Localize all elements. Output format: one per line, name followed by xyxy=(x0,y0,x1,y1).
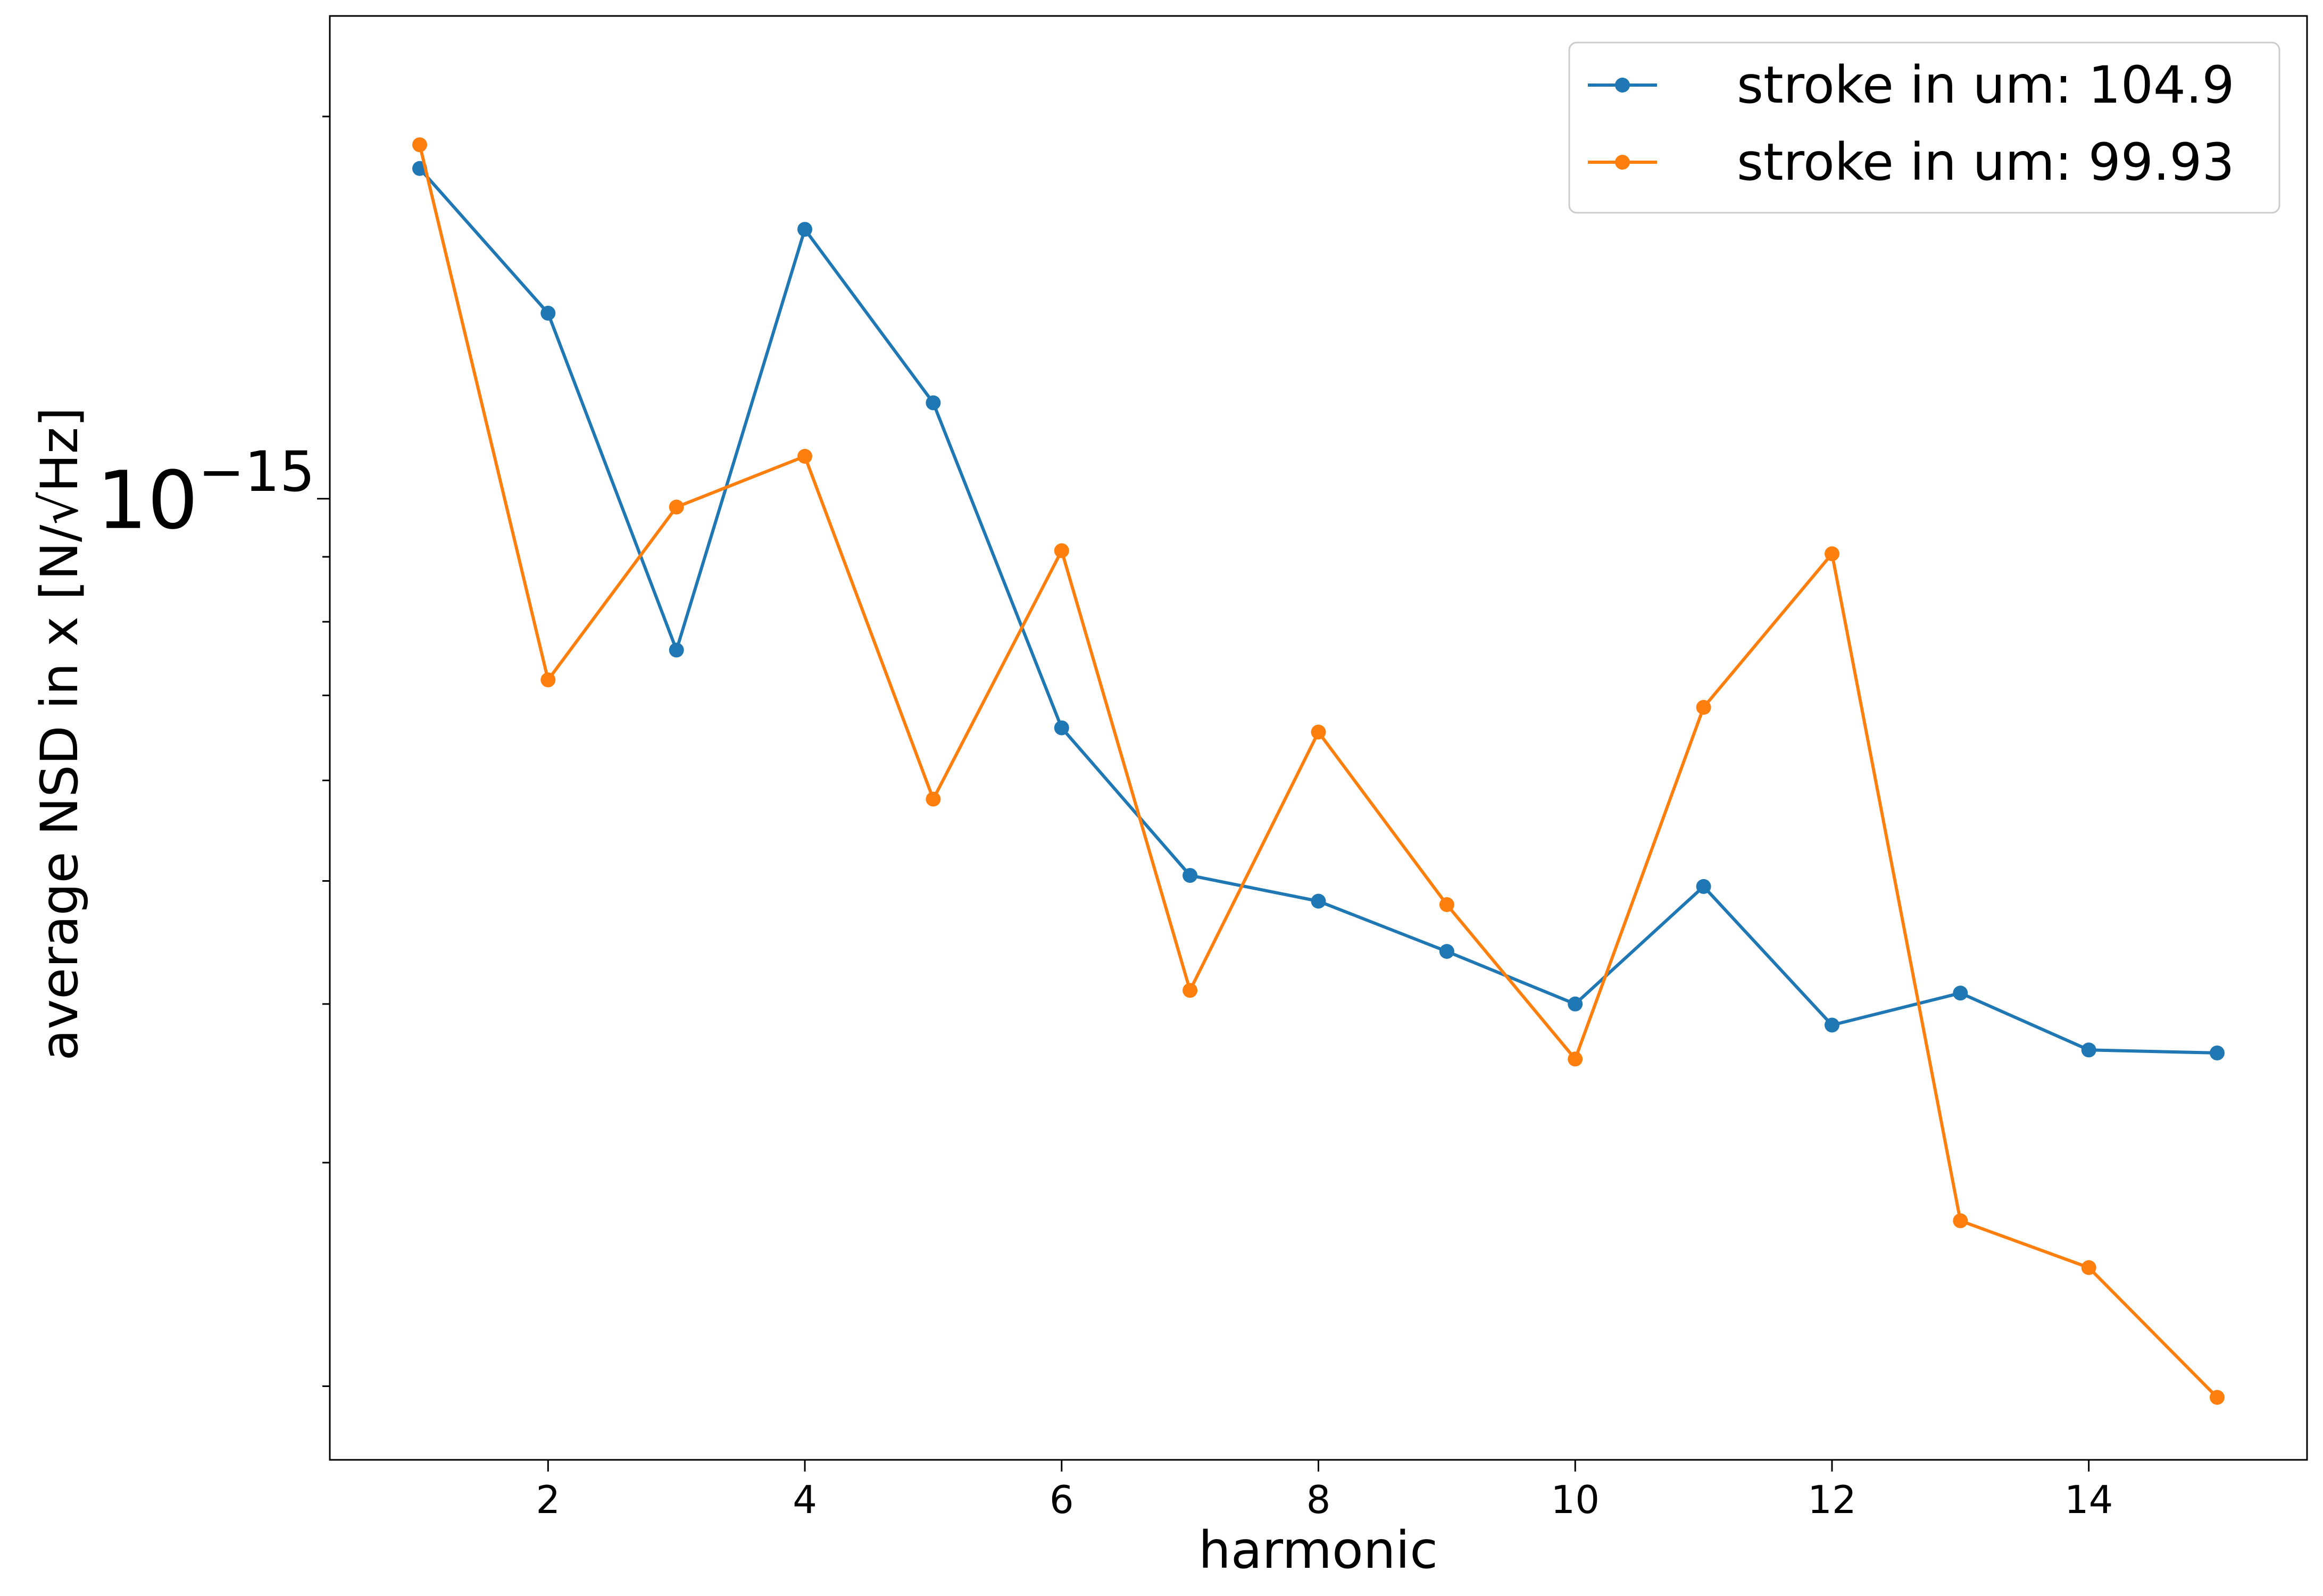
data-point xyxy=(926,395,941,411)
data-point xyxy=(1054,720,1069,736)
data-point xyxy=(2210,1390,2225,1405)
data-point xyxy=(669,642,684,658)
data-point xyxy=(1696,879,1711,894)
x-tick-label: 6 xyxy=(1050,1477,1074,1522)
data-point xyxy=(1183,983,1198,998)
legend-label-series-1: stroke in um: 104.9 xyxy=(1737,55,2235,115)
data-point xyxy=(1953,1213,1968,1229)
data-point xyxy=(797,449,812,464)
x-axis-label: harmonic xyxy=(1198,1520,1438,1580)
series-layer xyxy=(412,137,2225,1405)
y-axis: 10−15 xyxy=(97,115,330,1388)
data-point xyxy=(2081,1260,2096,1275)
x-tick-label: 10 xyxy=(1551,1477,1600,1522)
legend: stroke in um: 104.9 stroke in um: 99.93 xyxy=(1568,41,2280,214)
data-point xyxy=(926,791,941,807)
x-tick-label: 8 xyxy=(1306,1477,1331,1522)
x-tick-label: 2 xyxy=(536,1477,560,1522)
legend-box xyxy=(1568,41,2280,214)
x-axis: 2 4 6 8 10 12 14 xyxy=(536,1460,2113,1522)
y-axis-label: average NSD in x [N/√Hz] xyxy=(30,407,89,1061)
legend-marker-series-1 xyxy=(1615,78,1630,93)
data-point xyxy=(412,137,427,153)
data-point xyxy=(1054,543,1069,558)
y-tick-label: 10−15 xyxy=(97,439,315,547)
data-point xyxy=(1696,700,1711,715)
data-point xyxy=(1183,868,1198,883)
data-point xyxy=(1568,1051,1583,1067)
data-point xyxy=(1311,893,1326,909)
data-point xyxy=(1953,985,1968,1001)
data-point xyxy=(1439,897,1454,912)
x-tick-label: 12 xyxy=(1808,1477,1856,1522)
data-point xyxy=(669,499,684,515)
axes-frame xyxy=(329,15,2308,1461)
data-point xyxy=(1825,1017,1839,1033)
legend-label-series-2: stroke in um: 99.93 xyxy=(1737,132,2235,192)
data-point xyxy=(1568,996,1583,1012)
data-point xyxy=(2210,1045,2225,1060)
data-point xyxy=(1825,546,1839,562)
series-2 xyxy=(412,137,2225,1405)
data-point xyxy=(540,672,556,688)
x-tick-label: 4 xyxy=(793,1477,817,1522)
legend-marker-series-2 xyxy=(1615,155,1630,170)
data-point xyxy=(797,222,812,237)
data-point xyxy=(2081,1042,2096,1058)
data-point xyxy=(1439,944,1454,959)
data-point xyxy=(540,305,556,321)
data-point xyxy=(1311,724,1326,740)
x-tick-label: 14 xyxy=(2064,1477,2113,1522)
